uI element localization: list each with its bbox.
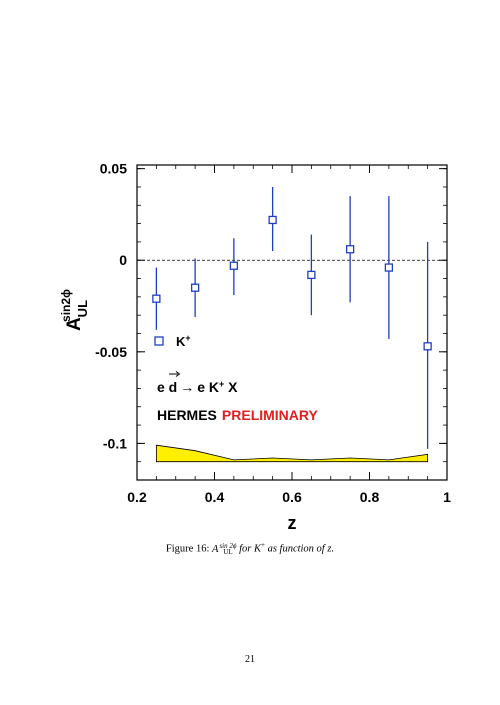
systematic-error-band [155,444,429,463]
x-tick-label: 0.2 [127,489,147,505]
experiment-name: HERMES [157,407,217,423]
caption-text-sup: + [260,541,265,549]
legend-label-sup: + [185,333,190,343]
y-axis-title-main: A [64,317,85,331]
data-point [307,270,316,280]
legend-marker [154,336,164,346]
data-point [229,261,239,270]
caption-quantity: Asin 2ϕ UL [212,542,237,557]
y-axis-title-sup: sin2ϕ [59,289,73,322]
caption-text-mid: for K [239,543,261,555]
x-tick-label: 0.8 [360,489,380,505]
legend-label: K+ [176,333,191,349]
deuteron-arrow-head [175,371,181,377]
caption-text-end: as function of z. [267,543,335,555]
figure-caption: Figure 16: Asin 2ϕ UL for K+ as function … [0,541,500,557]
data-point [190,283,200,292]
y-tick-label: -0.05 [95,344,127,360]
axis-ticks [136,165,448,480]
axis-tick-labels: 0.2 0.4 0.6 0.8 1 0.05 0 -0.05 -0.1 [95,161,451,505]
x-axis-title: z [288,513,297,533]
legend-label-base: K [176,334,186,349]
caption-quantity-symbol: A [212,543,219,555]
reaction-lhs: e d [157,379,177,395]
data-points [152,186,432,449]
x-tick-label: 1 [443,489,451,505]
reaction-rhs: e K [197,379,219,395]
y-tick-label: -0.1 [103,435,127,451]
data-point [345,245,355,254]
data-point [384,263,394,272]
data-point [268,215,277,225]
y-axis-title-sub: UL [75,300,90,317]
y-tick-label: 0.05 [100,161,127,177]
caption-figure-label: Figure 16: [165,543,210,555]
data-point [423,342,432,351]
reaction-annotation: e d → e K+ X [157,379,238,395]
page-number: 21 [245,654,255,665]
experiment-annotation: HERMES PRELIMINARY [157,407,318,423]
x-tick-label: 0.4 [205,489,225,505]
reaction-rhs-sup: + [219,379,224,389]
data-point [152,294,161,303]
preliminary-label: PRELIMINARY [222,407,319,423]
y-axis-title: AULsin2ϕ [59,289,90,331]
caption-quantity-sub: UL [223,548,233,557]
reaction-arrow: → [180,379,194,395]
caption-quantity-sup: sin 2ϕ [219,542,237,551]
plot-frame [136,164,448,481]
reaction-rhs-tail: X [224,379,238,395]
y-tick-label: 0 [119,252,127,268]
x-tick-label: 0.6 [282,489,302,505]
